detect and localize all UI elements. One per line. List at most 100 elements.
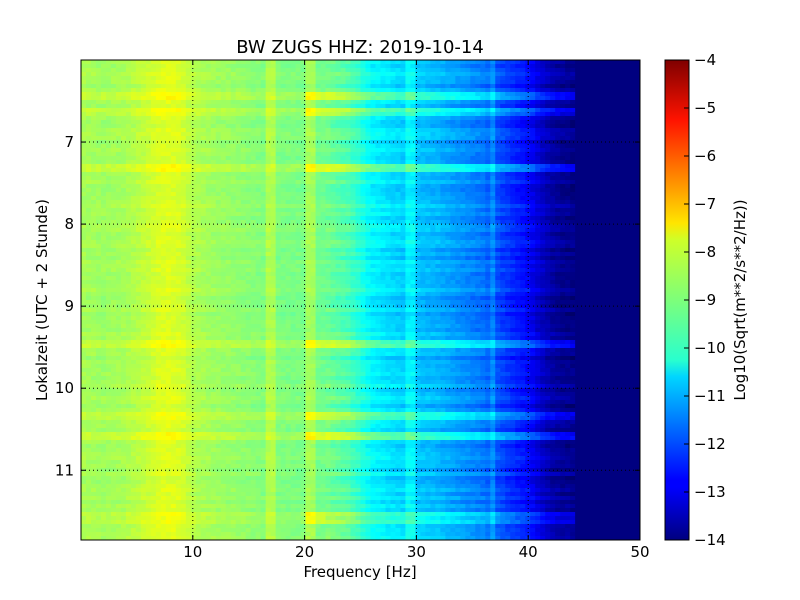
heatmap-cell <box>260 116 267 121</box>
heatmap-cell <box>440 80 446 85</box>
heatmap-cell <box>450 92 456 97</box>
heatmap-cell <box>200 228 207 233</box>
heatmap-cell <box>220 140 227 145</box>
heatmap-cell <box>520 116 526 121</box>
heatmap-cell <box>250 160 257 165</box>
heatmap-cell <box>95 136 102 141</box>
heatmap-cell <box>420 152 426 157</box>
heatmap-cell <box>455 68 461 73</box>
heatmap-cell <box>580 204 586 209</box>
heatmap-cell <box>545 216 551 221</box>
heatmap-cell <box>385 128 392 133</box>
heatmap-cell <box>525 108 531 113</box>
heatmap-cell <box>520 180 526 185</box>
heatmap-cell <box>235 140 242 145</box>
heatmap-cell <box>145 196 152 201</box>
heatmap-cell <box>215 160 222 165</box>
heatmap-cell <box>320 88 327 93</box>
heatmap-cell <box>210 112 217 117</box>
heatmap-cell <box>135 168 142 173</box>
heatmap-cell <box>440 176 446 181</box>
heatmap-cell <box>510 72 516 77</box>
heatmap-cell <box>355 60 362 65</box>
heatmap-cell <box>565 88 571 93</box>
heatmap-cell <box>95 100 102 105</box>
heatmap-cell <box>480 152 486 157</box>
heatmap-cell <box>630 184 636 189</box>
heatmap-cell <box>355 180 362 185</box>
heatmap-cell <box>410 196 416 201</box>
heatmap-cell <box>490 92 496 97</box>
heatmap-cell <box>270 68 277 73</box>
heatmap-cell <box>230 84 237 89</box>
heatmap-cell <box>590 120 596 125</box>
heatmap-cell <box>540 76 546 81</box>
heatmap-cell <box>310 136 317 141</box>
heatmap-cell <box>585 152 591 157</box>
heatmap-cell <box>510 184 516 189</box>
heatmap-cell <box>630 64 636 69</box>
heatmap-cell <box>415 180 421 185</box>
heatmap-cell <box>120 212 127 217</box>
heatmap-cell <box>575 88 581 93</box>
heatmap-cell <box>415 132 421 137</box>
heatmap-cell <box>285 200 292 205</box>
heatmap-cell <box>315 224 322 229</box>
heatmap-cell <box>320 216 327 221</box>
heatmap-cell <box>225 204 232 209</box>
heatmap-cell <box>250 216 257 221</box>
heatmap-cell <box>610 108 616 113</box>
heatmap-cell <box>130 188 137 193</box>
heatmap-cell <box>120 108 127 113</box>
heatmap-cell <box>310 124 317 129</box>
heatmap-cell <box>505 156 511 161</box>
heatmap-cell <box>81 84 87 89</box>
heatmap-cell <box>330 196 337 201</box>
heatmap-cell <box>235 76 242 81</box>
heatmap-cell <box>150 204 157 209</box>
heatmap-cell <box>330 200 337 205</box>
heatmap-cell <box>545 136 551 141</box>
heatmap-cell <box>150 84 157 89</box>
heatmap-cell <box>365 196 372 201</box>
heatmap-cell <box>220 236 227 241</box>
heatmap-cell <box>450 224 456 229</box>
heatmap-cell <box>160 196 167 201</box>
heatmap-cell <box>515 72 521 77</box>
heatmap-cell <box>200 128 207 133</box>
heatmap-cell <box>510 156 516 161</box>
heatmap-cell <box>240 164 247 169</box>
heatmap-cell <box>135 68 142 73</box>
heatmap-cell <box>390 80 397 85</box>
heatmap-cell <box>610 88 616 93</box>
heatmap-cell <box>315 68 322 73</box>
heatmap-cell <box>130 112 137 117</box>
heatmap-cell <box>605 188 611 193</box>
heatmap-cell <box>605 196 611 201</box>
heatmap-cell <box>460 76 466 81</box>
heatmap-cell <box>175 116 182 121</box>
heatmap-cell <box>415 176 421 181</box>
heatmap-cell <box>145 72 152 77</box>
heatmap-cell <box>390 60 397 65</box>
heatmap-cell <box>125 112 132 117</box>
heatmap-cell <box>580 108 586 113</box>
heatmap-cell <box>170 184 177 189</box>
heatmap-cell <box>270 128 277 133</box>
heatmap-cell <box>530 196 536 201</box>
heatmap-cell <box>480 184 486 189</box>
heatmap-cell <box>525 120 531 125</box>
heatmap-cell <box>540 164 546 169</box>
heatmap-cell <box>180 156 187 161</box>
heatmap-cell <box>295 216 302 221</box>
heatmap-cell <box>435 220 441 225</box>
heatmap-cell <box>290 108 297 113</box>
heatmap-cell <box>195 184 202 189</box>
heatmap-cell <box>400 204 407 209</box>
heatmap-cell <box>605 164 611 169</box>
heatmap-cell <box>560 88 566 93</box>
heatmap-cell <box>200 156 207 161</box>
heatmap-cell <box>225 92 232 97</box>
heatmap-cell <box>185 128 192 133</box>
heatmap-cell <box>425 192 431 197</box>
